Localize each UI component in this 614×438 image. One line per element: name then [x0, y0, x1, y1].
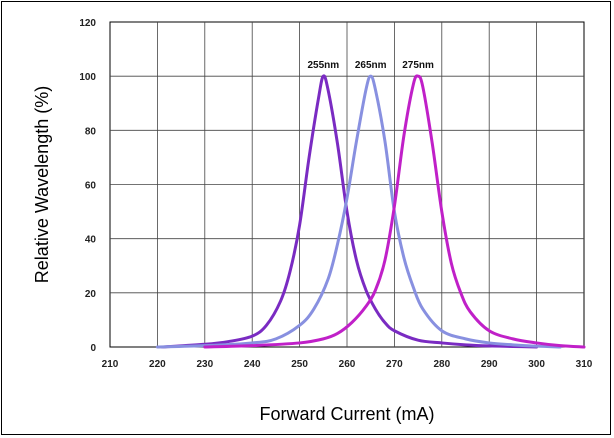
x-tick-label: 270 — [386, 359, 403, 370]
peak-label-1: 265nm — [355, 60, 387, 71]
y-tick-label: 100 — [79, 72, 96, 83]
y-tick-label: 40 — [85, 235, 97, 246]
x-tick-label: 300 — [528, 359, 545, 370]
peak-label-0: 255nm — [307, 60, 339, 71]
x-tick-label: 280 — [433, 359, 450, 370]
x-tick-label: 310 — [576, 359, 593, 370]
series-lines — [155, 74, 586, 349]
x-axis-title: Forward Current (mA) — [259, 404, 434, 424]
x-tick-label: 220 — [149, 359, 166, 370]
series-line-1 — [155, 74, 562, 349]
series-line-0 — [160, 74, 539, 349]
tick-labels: 210 220 230 240 250 260 270 280 290 300 310 0 20 40 60… — [79, 18, 592, 370]
x-tick-label: 230 — [196, 359, 213, 370]
y-axis-title: Relative Wavelength (%) — [32, 86, 52, 283]
y-tick-label: 0 — [90, 343, 96, 354]
x-tick-label: 210 — [102, 359, 119, 370]
series-line-2 — [203, 74, 586, 349]
grid-lines — [110, 22, 584, 347]
peak-labels: 255nm 265nm 275nm — [307, 60, 434, 71]
peak-label-2: 275nm — [402, 60, 434, 71]
y-tick-label: 60 — [85, 181, 97, 192]
x-tick-label: 260 — [339, 359, 356, 370]
x-tick-label: 240 — [244, 359, 261, 370]
x-tick-label: 250 — [291, 359, 308, 370]
y-tick-label: 80 — [85, 126, 97, 137]
y-tick-label: 120 — [79, 18, 96, 29]
y-tick-label: 20 — [85, 289, 97, 300]
x-tick-label: 290 — [481, 359, 498, 370]
